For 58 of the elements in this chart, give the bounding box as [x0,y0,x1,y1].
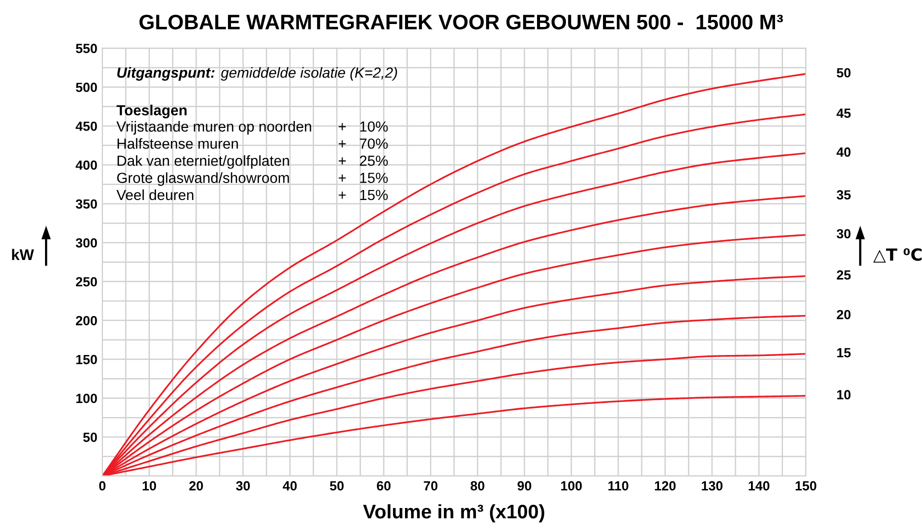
text: 25 [836,270,851,280]
y2-axis-title: △T ⁰C [873,248,922,263]
x-tick-label: 130 [702,481,722,491]
annotation: 25% [360,156,388,166]
y-tick-label: 450 [76,122,97,131]
y-tick-label: 550 [76,44,97,54]
annotation: Uitgangspunt: [117,67,214,81]
x-tick-label: 0 [99,481,106,490]
annotation: + [338,192,346,199]
x-tick-label: 40 [282,481,297,490]
annotation: Halfsteense muren [118,138,238,149]
annotation: + [338,157,346,164]
text: 20 [836,310,851,320]
y-tick-label: 350 [76,199,97,209]
y-tick-label: 50 [83,432,97,442]
annotation: 15% [360,190,388,200]
annotation: Toeslagen [116,104,187,118]
y-tick-label: 100 [76,394,97,404]
annotation: + [338,174,346,182]
x-axis-title: Volume in m³ (x100) [363,504,544,522]
y-tick-label: 200 [76,316,97,326]
y-tick-label: 400 [76,160,97,170]
x-tick-label: 70 [424,481,438,490]
y-axis-title: kW [12,248,34,260]
y-tick-label: 250 [76,277,97,286]
text: 40 [836,147,851,157]
annotation: 10% [360,121,388,132]
x-tick-label: 80 [470,481,484,490]
chart-title: GLOBALE WARMTEGRAFIEK VOOR GEBOUWEN 500 - 15000 M³ [139,14,783,30]
x-tick-label: 100 [561,481,582,490]
annotation: Veel deuren [116,189,194,200]
text: 10 [837,390,851,400]
text: 45 [836,108,851,118]
y-tick-label: 150 [76,354,97,364]
annotation: gemiddelde isolatie (K=2,2) [220,67,398,81]
x-tick-label: 50 [330,481,344,490]
annotation: Grote glaswand/showroom [117,172,289,186]
x-tick-label: 150 [796,481,816,490]
annotation: Dak van eterniet/golfplaten [118,155,289,169]
text: 15 [837,348,851,358]
x-tick-label: 110 [608,481,628,490]
annotation: 70% [360,138,388,149]
annotation: 15% [360,172,388,184]
x-tick-label: 30 [236,481,250,491]
annotation: Vrijstaande muren op noorden [116,120,312,135]
text: 35 [836,190,851,200]
x-tick-label: 140 [748,481,770,490]
text: 50 [836,68,851,78]
x-tick-label: 10 [142,481,156,490]
x-tick-label: 20 [189,481,203,490]
x-tick-label: 60 [376,481,391,490]
annotation: + [338,123,346,130]
y-tick-label: 300 [76,238,97,248]
x-tick-label: 120 [654,481,676,490]
text: 30 [836,229,851,238]
annotation: + [338,140,346,148]
x-tick-label: 90 [518,481,532,490]
y-tick-label: 500 [76,82,97,92]
